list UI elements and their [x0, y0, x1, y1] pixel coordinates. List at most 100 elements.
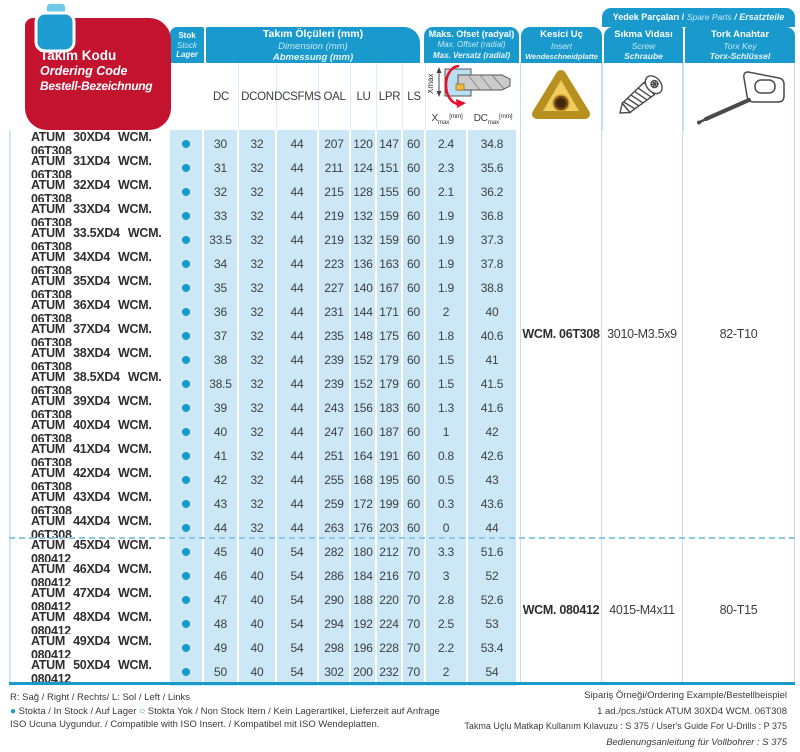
- stock-dot-icon: [182, 620, 190, 628]
- table-row: ATUM 38XD4 WCM. 06T308 38 32 44 239 152 …: [9, 346, 518, 376]
- stock-dot-icon: [182, 332, 190, 340]
- stock-dot-icon: [182, 284, 190, 292]
- ls-value: 70: [403, 658, 426, 688]
- insert-label-tr: Kesici Uç: [540, 29, 583, 40]
- table-row: ATUM 32XD4 WCM. 06T308 32 32 44 215 128 …: [9, 178, 518, 208]
- insert-column: WCM. 06T308 WCM. 080412: [520, 130, 602, 682]
- ordering-code-label-de: Bestell-Bezeichnung: [40, 79, 153, 93]
- table-row: ATUM 41XD4 WCM. 06T308 41 32 44 251 164 …: [9, 442, 518, 472]
- spare-parts-label-en: Spare Parts: [686, 12, 732, 22]
- col-dc: DC: [204, 63, 239, 130]
- table-row: ATUM 30XD4 WCM. 06T308 30 32 44 207 120 …: [9, 130, 518, 160]
- ls-value: 70: [403, 562, 426, 592]
- stock-dot-icon: [182, 404, 190, 412]
- table-row: ATUM 44XD4 WCM. 06T308 44 32 44 263 176 …: [9, 514, 518, 544]
- ls-value: 60: [403, 178, 426, 208]
- torx-column: 82-T10 80-T15: [683, 130, 795, 682]
- footnote-right-left: R: Sağ / Right / Rechts/ L: Sol / Left /…: [10, 692, 191, 703]
- torx-code-group2: 80-T15: [719, 603, 758, 617]
- footnote-stock: ● Stokta / In Stock / Auf Lager ○ Stokta…: [10, 705, 440, 717]
- stock-label-tr: Stok: [178, 31, 196, 40]
- torx-label-tr: Tork Anahtar: [710, 29, 770, 40]
- column-headers: DC DCON DCSFMS OAL LU LPR LS Xmax[mm] DC…: [9, 63, 518, 130]
- screw-band: Sıkma Vidası Screw Schraube: [604, 27, 683, 63]
- spare-parts-label-de: / Ersatzteile: [734, 12, 785, 22]
- stock-label-en: Stock: [176, 40, 197, 50]
- col-lpr: LPR: [377, 63, 403, 130]
- users-guide-note-de: Bedienungsanleitung für Vollbohrer : S 3…: [606, 736, 787, 748]
- screw-icon: [618, 75, 663, 114]
- col-oal: OAL: [319, 63, 351, 130]
- table-row: ATUM 42XD4 WCM. 06T308 42 32 44 255 168 …: [9, 466, 518, 496]
- insert-icon: [532, 70, 590, 119]
- stock-dot-icon: [182, 476, 190, 484]
- table-row: ATUM 50XD4 WCM. 080412 50 40 54 302 200 …: [9, 658, 518, 688]
- footer-notes: R: Sağ / Right / Rechts/ L: Sol / Left /…: [10, 691, 550, 732]
- dimensions-label-tr: Takım Ölçüleri (mm): [262, 28, 364, 40]
- stock-dot-icon: [182, 236, 190, 244]
- insert-code-group2: WCM. 080412: [522, 603, 600, 617]
- stock-dot-icon: [182, 356, 190, 364]
- col-xmax: Xmax[mm]: [431, 113, 463, 126]
- offset-label-en: Max. Offset (radial): [437, 40, 506, 49]
- svg-text:Xmax: Xmax: [428, 74, 435, 94]
- bookmark-icon: [34, 2, 76, 53]
- stock-dot-icon: [182, 596, 190, 604]
- table-row: ATUM 37XD4 WCM. 06T308 37 32 44 235 148 …: [9, 322, 518, 352]
- table-row: ATUM 34XD4 WCM. 06T308 34 32 44 223 136 …: [9, 250, 518, 280]
- ordering-example-code: 1 ad./pcs./stück ATUM 30XD4 WCM. 06T308: [597, 705, 787, 717]
- users-guide-note: Takma Uçlu Matkap Kullanım Kılavuzu : S …: [464, 721, 787, 731]
- stock-dot-icon: [182, 260, 190, 268]
- table-row: ATUM 40XD4 WCM. 06T308 40 32 44 247 160 …: [9, 418, 518, 448]
- dimensions-band: Takım Ölçüleri (mm) Dimension (mm) Abmes…: [206, 27, 420, 63]
- stock-band: Stok Stock Lager: [170, 27, 204, 63]
- table-bottom-border: [9, 682, 795, 685]
- table-row: ATUM 39XD4 WCM. 06T308 39 32 44 243 156 …: [9, 394, 518, 424]
- stock-dot-icon: [182, 500, 190, 508]
- ordering-example-title: Sipariş Örneği/Ordering Example/Bestellb…: [584, 690, 787, 701]
- ls-value: 70: [403, 586, 426, 616]
- col-lu: LU: [351, 63, 377, 130]
- stock-dot-icon: [182, 164, 190, 172]
- table-row: ATUM 33.5XD4 WCM. 06T308 33.5 32 44 219 …: [9, 226, 518, 256]
- insert-label-de: Wendeschneidplatte: [525, 51, 598, 61]
- ordering-example: Sipariş Örneği/Ordering Example/Bestellb…: [357, 688, 787, 750]
- screw-image-cell: [602, 62, 683, 130]
- col-dcmax: DCmax[mm]: [473, 113, 513, 126]
- table-row: ATUM 45XD4 WCM. 080412 45 40 54 282 180 …: [9, 538, 518, 568]
- screw-column: 3010-M3.5x9 4015-M4x11: [602, 130, 683, 682]
- table-row: ATUM 36XD4 WCM. 06T308 36 32 44 231 144 …: [9, 298, 518, 328]
- spare-parts-band: Yedek Parçaları / Spare Parts / Ersatzte…: [602, 8, 795, 27]
- screw-label-tr: Sıkma Vidası: [614, 29, 673, 40]
- group-separator: [9, 537, 795, 539]
- spare-parts-label-tr: Yedek Parçaları /: [612, 12, 685, 22]
- torx-label-en: Torx Key: [723, 40, 757, 51]
- stock-dot-icon: [182, 308, 190, 316]
- table-row: ATUM 43XD4 WCM. 06T308 43 32 44 259 172 …: [9, 490, 518, 520]
- insert-band: Kesici Uç Insert Wendeschneidplatte: [521, 27, 602, 63]
- stock-dot-icon: [182, 644, 190, 652]
- table-row: ATUM 47XD4 WCM. 080412 47 40 54 290 188 …: [9, 586, 518, 616]
- stock-dot-icon: [182, 524, 190, 532]
- screw-label-en: Screw: [631, 40, 656, 51]
- non-stock-dot-icon: ○: [139, 705, 146, 717]
- screw-label-de: Schraube: [624, 50, 663, 61]
- col-dcsfms: DCSFMS: [274, 63, 321, 130]
- ordering-code-label-en: Ordering Code: [40, 64, 128, 78]
- torx-label-de: Torx-Schlüssel: [709, 50, 771, 61]
- offset-band: Maks. Ofset (radyal) Max. Offset (radial…: [424, 27, 519, 63]
- stock-dot-icon: [182, 668, 190, 676]
- stock-dot-icon: [182, 212, 190, 220]
- torx-code-group1: 82-T10: [719, 327, 758, 341]
- table-row: ATUM 31XD4 WCM. 06T308 31 32 44 211 124 …: [9, 154, 518, 184]
- torx-band: Tork Anahtar Torx Key Torx-Schlüssel: [685, 27, 795, 63]
- table-row: ATUM 38.5XD4 WCM. 06T308 38.5 32 44 239 …: [9, 370, 518, 400]
- col-ls: LS: [403, 63, 426, 130]
- insert-image-cell: [520, 62, 602, 130]
- stock-dot-icon: [182, 572, 190, 580]
- torx-key-image-cell: [683, 62, 795, 130]
- ls-value: 60: [403, 130, 426, 160]
- table-row: ATUM 46XD4 WCM. 080412 46 40 54 286 184 …: [9, 562, 518, 592]
- stock-dot-icon: [182, 380, 190, 388]
- dimensions-label-de: Abmessung (mm): [272, 51, 354, 63]
